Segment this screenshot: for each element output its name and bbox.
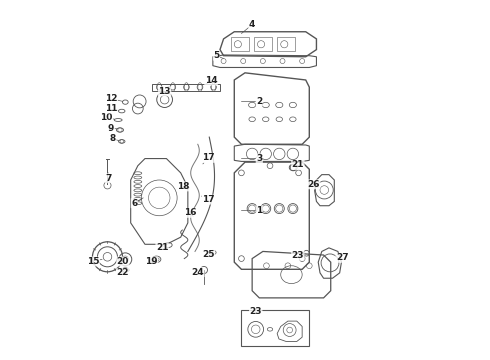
Text: 6: 6 (131, 198, 143, 208)
Text: 22: 22 (117, 268, 129, 277)
Text: 27: 27 (336, 253, 348, 263)
Bar (231, 37, 248, 51)
Text: 15: 15 (87, 257, 102, 266)
Bar (242, 310, 309, 346)
Text: 3: 3 (242, 154, 263, 163)
Text: 12: 12 (105, 94, 123, 103)
Text: 19: 19 (145, 257, 158, 266)
Text: 1: 1 (242, 206, 263, 215)
Text: 5: 5 (213, 51, 223, 60)
Text: 9: 9 (108, 124, 118, 133)
Text: 8: 8 (110, 134, 119, 143)
Text: 7: 7 (105, 173, 112, 183)
Text: 17: 17 (202, 153, 215, 164)
Text: 2: 2 (242, 97, 263, 106)
Text: 23: 23 (249, 307, 262, 316)
Text: 16: 16 (184, 208, 197, 217)
Text: 18: 18 (177, 182, 190, 191)
Text: 13: 13 (158, 86, 171, 96)
Text: 10: 10 (100, 113, 115, 122)
Text: 4: 4 (242, 20, 255, 33)
Text: 23: 23 (292, 251, 305, 260)
Text: 25: 25 (202, 250, 215, 259)
Bar (254, 37, 272, 51)
Text: 24: 24 (192, 268, 204, 277)
Bar (277, 37, 295, 51)
Text: 14: 14 (205, 76, 218, 85)
Text: 17: 17 (201, 195, 215, 204)
Text: 21: 21 (156, 243, 169, 252)
Text: 11: 11 (105, 104, 118, 113)
Text: 26: 26 (307, 180, 320, 189)
Text: 20: 20 (117, 257, 129, 266)
Text: 21: 21 (292, 161, 304, 170)
